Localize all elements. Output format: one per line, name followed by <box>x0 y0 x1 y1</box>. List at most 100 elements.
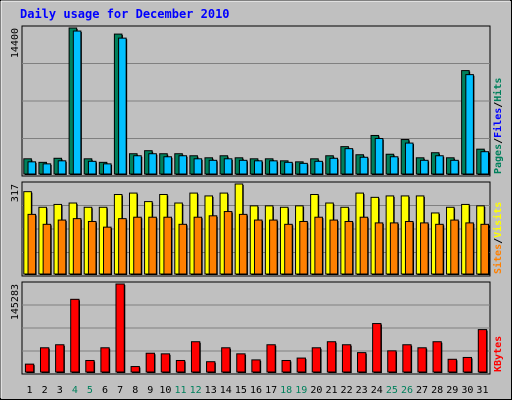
bar-sites-17 <box>269 219 278 275</box>
bar-kbytes-11 <box>175 359 186 373</box>
bar-sites-21 <box>329 219 339 275</box>
x-tick-label: 20 <box>310 385 322 396</box>
bar-sites-3 <box>57 219 67 275</box>
bar-sites-22 <box>344 220 354 275</box>
bar-sites-10 <box>163 216 172 275</box>
x-tick-label: 22 <box>341 385 353 396</box>
bar-kbytes-21 <box>326 341 337 373</box>
bar-sites-28 <box>435 223 444 275</box>
bar-sites-6 <box>103 226 112 275</box>
y-max-label: 317 <box>10 184 21 202</box>
bar-files-4 <box>72 30 82 175</box>
bar-kbytes-20 <box>311 347 322 373</box>
legend-separator: / <box>493 238 504 244</box>
legend: Pages/Files/Hits <box>492 78 504 174</box>
x-tick-label: 6 <box>102 385 108 396</box>
bar-kbytes-2 <box>39 347 50 373</box>
bar-sites-15 <box>238 213 248 275</box>
x-tick-label: 24 <box>371 385 383 396</box>
bar-files-12 <box>193 158 203 175</box>
legend-separator: / <box>493 138 504 144</box>
legend-item: Pages <box>493 144 504 174</box>
x-tick-label: 21 <box>325 385 337 396</box>
chart-title: Daily usage for December 2010 <box>20 7 230 21</box>
bar-kbytes-16 <box>251 359 261 373</box>
bar-kbytes-3 <box>55 344 65 373</box>
bar-kbytes-13 <box>206 361 216 373</box>
x-tick-label: 19 <box>295 385 307 396</box>
x-tick-label: 9 <box>147 385 153 396</box>
bar-files-30 <box>465 74 474 175</box>
bar-sites-25 <box>389 222 399 275</box>
legend-item: Visits <box>492 202 504 238</box>
x-tick-label: 31 <box>476 385 488 396</box>
legend-item: Hits <box>492 78 504 102</box>
bar-files-6 <box>103 163 112 175</box>
bar-files-1 <box>27 161 37 175</box>
bar-sites-4 <box>72 218 82 275</box>
x-tick-label: 23 <box>356 385 368 396</box>
bar-sites-29 <box>450 219 459 275</box>
x-tick-label: 26 <box>401 385 413 396</box>
bar-files-16 <box>253 160 263 175</box>
legend-item: Sites <box>492 244 504 274</box>
x-tick-label: 11 <box>174 385 186 396</box>
bar-kbytes-19 <box>296 357 306 373</box>
x-tick-label: 5 <box>87 385 93 396</box>
bar-kbytes-23 <box>357 352 367 373</box>
bar-files-28 <box>435 155 444 175</box>
bar-kbytes-6 <box>100 347 110 373</box>
x-tick-label: 7 <box>117 385 123 396</box>
bar-files-11 <box>178 155 188 175</box>
bar-kbytes-28 <box>432 341 442 373</box>
y-max-label: 145283 <box>10 284 21 320</box>
bar-files-27 <box>420 159 429 175</box>
legend: Sites/Visits <box>492 202 504 274</box>
bar-kbytes-18 <box>281 359 291 373</box>
bar-sites-2 <box>42 223 52 275</box>
bar-files-25 <box>389 156 399 175</box>
bar-files-17 <box>269 160 278 175</box>
bar-files-18 <box>284 161 293 175</box>
bar-kbytes-14 <box>221 347 231 373</box>
bar-kbytes-10 <box>160 353 171 373</box>
bar-files-13 <box>208 159 218 175</box>
bar-kbytes-12 <box>190 341 201 373</box>
bar-kbytes-5 <box>85 359 95 373</box>
bar-files-22 <box>344 148 354 175</box>
bar-sites-13 <box>208 215 218 275</box>
x-tick-label: 27 <box>416 385 428 396</box>
bar-kbytes-31 <box>477 329 488 373</box>
bar-files-7 <box>118 37 127 175</box>
bar-kbytes-22 <box>341 344 352 373</box>
bar-files-8 <box>133 155 142 175</box>
x-tick-label: 3 <box>57 385 63 396</box>
bar-sites-24 <box>374 222 384 275</box>
x-tick-label: 14 <box>220 385 232 396</box>
bar-kbytes-26 <box>402 344 412 373</box>
panel-2: 317 Sites/Visits <box>10 181 504 277</box>
bar-files-10 <box>163 156 172 175</box>
bar-kbytes-4 <box>70 298 80 373</box>
bar-sites-30 <box>465 222 474 275</box>
legend-item: KBytes <box>493 336 504 372</box>
y-max-label: 14400 <box>10 28 21 58</box>
bar-files-31 <box>480 151 489 175</box>
bar-sites-31 <box>480 223 489 275</box>
x-tick-label: 10 <box>159 385 171 396</box>
x-tick-label: 4 <box>72 385 78 396</box>
x-tick-label: 25 <box>386 385 398 396</box>
bar-files-20 <box>314 160 323 175</box>
x-tick-label: 18 <box>280 385 292 396</box>
bar-files-9 <box>148 153 157 175</box>
bar-kbytes-9 <box>145 352 155 373</box>
bar-kbytes-27 <box>417 347 427 373</box>
bar-files-2 <box>42 163 52 175</box>
bar-sites-8 <box>133 216 142 275</box>
legend-item: Files <box>492 108 504 138</box>
bar-sites-9 <box>148 216 157 275</box>
bar-files-23 <box>359 156 369 175</box>
bar-sites-11 <box>178 223 188 275</box>
bar-files-14 <box>223 158 233 175</box>
